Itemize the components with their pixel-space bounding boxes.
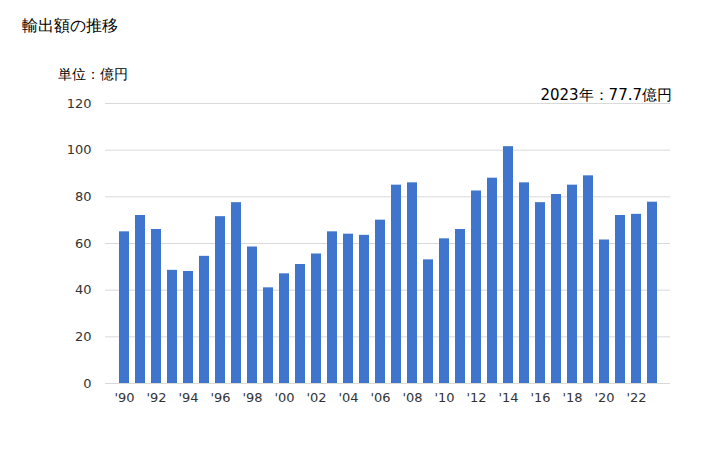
svg-text:'20: '20 <box>594 390 614 405</box>
svg-text:'94: '94 <box>178 390 198 405</box>
svg-text:0: 0 <box>83 376 91 391</box>
html-text:輸出額の推移: 輸出額の推移 <box>22 16 118 35</box>
svg-text:'90: '90 <box>114 390 134 405</box>
svg-text:'04: '04 <box>338 390 358 405</box>
svg-text:'14: '14 <box>498 390 518 405</box>
svg-text:80: 80 <box>75 189 92 204</box>
svg-text:60: 60 <box>75 236 92 251</box>
svg-text:'12: '12 <box>466 390 486 405</box>
svg-text:'00: '00 <box>274 390 294 405</box>
svg-text:'10: '10 <box>434 390 454 405</box>
svg-text:40: 40 <box>75 282 92 297</box>
svg-text:'16: '16 <box>530 390 550 405</box>
svg-text:'96: '96 <box>210 390 230 405</box>
svg-text:20: 20 <box>75 329 92 344</box>
svg-text:'98: '98 <box>242 390 262 405</box>
html-text:2023年：77.7億円: 2023年：77.7億円 <box>540 86 672 104</box>
html-text:単位：億円: 単位：億円 <box>58 66 128 82</box>
svg-text:'22: '22 <box>626 390 646 405</box>
svg-text:120: 120 <box>67 96 92 111</box>
svg-text:'18: '18 <box>562 390 582 405</box>
svg-text:100: 100 <box>67 142 92 157</box>
svg-text:'92: '92 <box>146 390 166 405</box>
svg-text:'08: '08 <box>402 390 422 405</box>
svg-text:'02: '02 <box>306 390 326 405</box>
svg-text:'06: '06 <box>370 390 390 405</box>
